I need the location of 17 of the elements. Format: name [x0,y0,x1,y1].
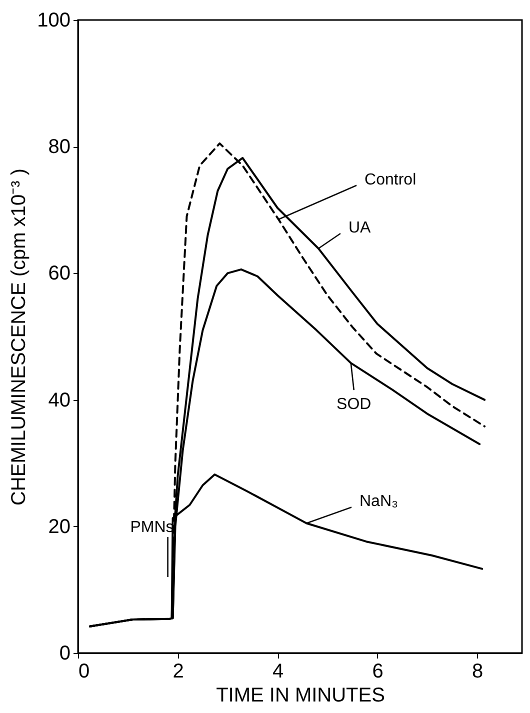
x-tick-label: 6 [372,660,384,682]
y-tick-label: 100 [37,10,70,32]
x-axis-title: TIME IN MINUTES [216,684,385,706]
x-tick-label: 4 [272,660,284,682]
annotation: Control [364,171,416,188]
y-axis-title: CHEMILUMINESCENCE (cpm x10⁻³ ) [8,168,30,506]
annotation: UA [348,220,372,237]
x-tick-label: 2 [172,660,184,682]
x-tick-label: 0 [78,660,90,682]
annotation: SOD [336,396,372,414]
y-tick-label: 80 [48,136,70,158]
x-tick-label: 8 [472,660,484,682]
y-tick-label: 40 [48,389,70,412]
y-tick-label: 60 [48,262,70,285]
y-tick-label: 0 [59,642,70,664]
y-tick-label: 20 [48,516,70,538]
annotation: NaN₃ [359,493,398,510]
